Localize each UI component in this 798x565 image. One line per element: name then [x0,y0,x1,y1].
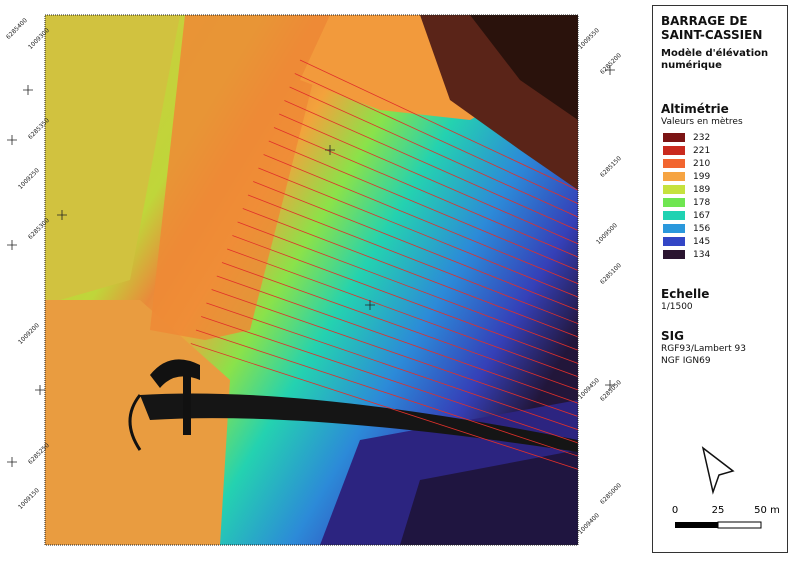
legend-label: 178 [693,197,711,208]
grid-label: 1009400 [577,512,601,536]
legend-entry: 156 [663,222,779,235]
sig-line: RGF93/Lambert 93 [661,344,746,354]
map-subtitle: Modèle d'élévation numérique [661,48,769,71]
grid-cross [365,300,375,310]
transect [268,140,578,271]
legend-entry: 134 [663,248,779,261]
transect [206,302,578,431]
transect [247,194,578,325]
grid-cross [7,135,17,145]
legend-entry: 178 [663,196,779,209]
grid-cross [23,85,33,95]
legend-label: 145 [693,236,711,247]
grid-label: 1009200 [17,322,41,346]
legend-swatch [663,146,685,155]
legend-label: 156 [693,223,711,234]
grid-label: 1009500 [595,222,619,246]
legend-swatch [663,133,685,142]
legend-swatch [663,159,685,168]
transect [242,208,578,338]
legend-entry: 232 [663,131,779,144]
grid-label: 1009550 [577,27,601,51]
legend-swatch [663,172,685,181]
legend-panel: BARRAGE DE SAINT-CASSIEN Modèle d'élévat… [652,5,788,553]
grid-cross [605,65,615,75]
grid-cross [605,380,615,390]
grid-label: 6285150 [599,155,623,179]
transect [279,113,578,245]
transect [253,181,578,311]
grid-cross [7,457,17,467]
legend-entry: 145 [663,235,779,248]
transects [190,59,578,470]
sig-title: SIG [661,329,684,343]
elevation-model [45,15,578,545]
transect [227,248,578,378]
legend-entry: 199 [663,170,779,183]
legend-entries: 232 221 210 199 189 178 167 156 145 134 [661,131,779,261]
transect [258,167,578,298]
legend-entry: 210 [663,157,779,170]
legend-label: 210 [693,158,711,169]
legend-swatch [663,237,685,246]
grid-cross [35,385,45,395]
grid-label: 6285050 [599,379,623,403]
legend-swatch [663,250,685,259]
scale-value: 1/1500 [661,302,693,312]
legend-label: 199 [693,171,711,182]
north-and-scale: 0 25 50 m [672,446,780,529]
scale-bar [675,522,718,528]
legend-swatch [663,185,685,194]
grid-crosses [7,65,615,467]
legend-label: 221 [693,145,711,156]
transect [201,316,578,444]
map-frame [44,14,579,546]
sig-line: NGF IGN69 [661,356,711,366]
transect [211,289,578,417]
scale-tick: 25 [712,505,725,516]
grid-label: 6285200 [599,52,623,76]
legend-entry: 189 [663,183,779,196]
transect [221,262,578,391]
transect [299,59,578,191]
legend-entry: 221 [663,144,779,157]
grid-cross [325,145,335,155]
transect [294,73,578,205]
map: 6285400100930062853501009250628530010092… [5,14,623,546]
grid-label: 1009450 [577,377,601,401]
legend-swatch [663,198,685,207]
grid-label: 6285000 [599,482,623,506]
scale-title: Echelle [661,287,710,301]
legend-note: Valeurs en mètres [661,117,743,127]
legend-entry: 167 [663,209,779,222]
legend-swatch [663,211,685,220]
transect [284,100,578,231]
grid-cross [57,210,67,220]
grid-label: 1009150 [17,487,41,511]
grid-label: 6285400 [5,17,29,41]
transect [232,235,578,364]
transect [263,154,578,285]
legend-label: 189 [693,184,711,195]
transect [237,221,578,351]
scale-tick: 0 [672,505,678,516]
scale-tick: 50 m [754,505,780,516]
transect [195,329,578,457]
legend-label: 167 [693,210,711,221]
grid-label: 6285100 [599,262,623,286]
transect [289,86,578,218]
map-title: BARRAGE DE SAINT-CASSIEN [661,14,763,42]
transect [216,275,578,404]
north-arrow [701,446,735,495]
legend-label: 232 [693,132,711,143]
grid-label: 1009250 [17,167,41,191]
legend-title: Altimétrie [661,102,729,116]
legend-swatch [663,224,685,233]
scale-bar [717,521,762,529]
grid-cross [7,240,17,250]
transect [190,343,578,470]
transect [273,127,578,258]
legend-label: 134 [693,249,711,260]
